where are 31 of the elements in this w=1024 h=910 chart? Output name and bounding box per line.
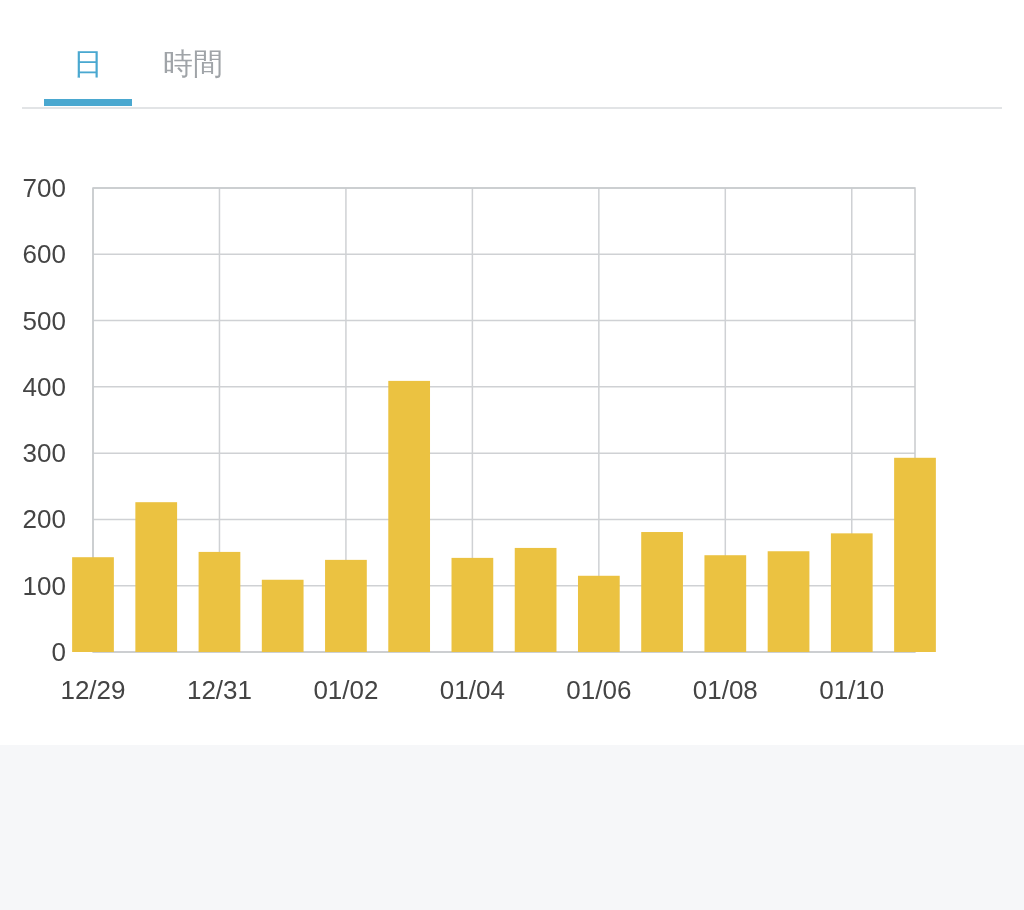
y-tick-label: 400 bbox=[22, 371, 66, 402]
bar bbox=[894, 457, 936, 652]
y-tick-label: 500 bbox=[22, 305, 66, 336]
y-tick-label: 200 bbox=[22, 504, 66, 535]
x-tick-label: 01/10 bbox=[819, 675, 885, 705]
bar bbox=[261, 579, 304, 652]
bar bbox=[514, 547, 557, 652]
y-tick-label: 0 bbox=[51, 637, 66, 667]
text: 日 bbox=[73, 47, 103, 80]
bar bbox=[325, 559, 367, 652]
bar bbox=[72, 557, 114, 652]
bar bbox=[135, 502, 178, 652]
y-tick-label: 100 bbox=[22, 570, 66, 601]
bar bbox=[388, 380, 431, 652]
bar bbox=[577, 575, 620, 652]
x-tick-label: 01/08 bbox=[692, 675, 758, 705]
y-tick-label: 700 bbox=[22, 173, 66, 203]
y-tick-label: 300 bbox=[22, 438, 66, 469]
y-tick-label: 600 bbox=[22, 239, 66, 270]
x-tick-label: 01/06 bbox=[566, 675, 632, 705]
bar bbox=[641, 532, 683, 652]
bar bbox=[767, 551, 810, 652]
bar bbox=[830, 533, 873, 652]
x-tick-label: 01/02 bbox=[313, 675, 379, 705]
text: 時間 bbox=[163, 47, 223, 80]
x-tick-label: 01/04 bbox=[439, 675, 505, 705]
x-tick-label: 12/29 bbox=[60, 675, 126, 705]
x-tick-label: 12/31 bbox=[186, 675, 252, 705]
bar bbox=[198, 551, 241, 652]
bar bbox=[704, 555, 747, 652]
bar bbox=[451, 557, 494, 652]
